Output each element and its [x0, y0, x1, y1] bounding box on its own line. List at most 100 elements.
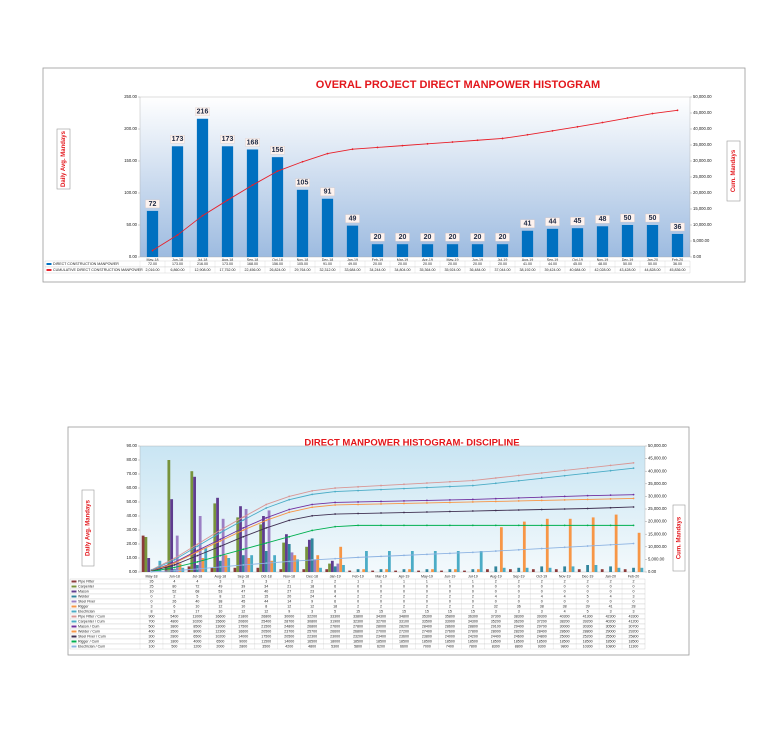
table-cell: 4200 — [285, 644, 293, 648]
table-cell: 72.00 — [148, 262, 157, 266]
bar — [600, 569, 604, 572]
line — [152, 109, 678, 251]
x-tick-label: Oct-19 — [572, 258, 583, 262]
table-cell: 32700 — [376, 619, 386, 623]
table-cell: 44.00 — [548, 262, 557, 266]
table-cell: 0 — [564, 599, 566, 603]
bar — [640, 567, 644, 572]
line-point — [540, 524, 543, 527]
x-tick-label: Nov-18 — [297, 258, 309, 262]
line-point — [401, 144, 404, 147]
table-cell: 43,428.00 — [620, 268, 636, 272]
table-cell: 33900 — [445, 619, 455, 623]
table-cell: 24800 — [537, 634, 547, 638]
table-cell: 200 — [148, 639, 154, 643]
line-point — [173, 566, 176, 569]
table-cell: 0 — [449, 599, 451, 603]
bar-label-bg — [370, 233, 385, 242]
table-cell: 27200 — [399, 629, 409, 633]
bar — [264, 551, 268, 572]
table-cell: 8 — [334, 589, 336, 593]
table-cell: 41300 — [583, 614, 593, 618]
legend-swatch — [71, 625, 77, 628]
table-cell: 18500 — [399, 639, 409, 643]
table-cell: 38200 — [560, 619, 570, 623]
bar-label: 45 — [574, 218, 582, 225]
table-cell: 12 — [218, 604, 222, 608]
line-point — [376, 146, 379, 149]
table-cell: 27 — [287, 589, 291, 593]
table-cell: 6,860.00 — [171, 268, 185, 272]
bar — [502, 567, 506, 572]
line-point — [632, 542, 635, 545]
table-cell: 29100 — [491, 624, 501, 628]
table-cell: 36,484.00 — [470, 268, 486, 272]
y2-tick-label: 10,000.00 — [648, 544, 667, 549]
line-point — [334, 487, 337, 489]
line-point — [632, 493, 635, 496]
bar-label-bg — [395, 233, 410, 242]
table-cell: 28200 — [514, 629, 524, 633]
line-point — [403, 483, 405, 486]
table-cell: 2 — [173, 594, 175, 598]
table-cell: 44 — [264, 599, 268, 603]
line-point — [403, 524, 405, 527]
table-cell: 18500 — [537, 639, 547, 643]
table-cell: 25500 — [606, 634, 616, 638]
table-cell: 49.00 — [348, 262, 357, 266]
table-cell: 13000 — [215, 624, 225, 628]
bar — [170, 499, 174, 572]
line-point — [586, 472, 589, 475]
line-point — [380, 524, 382, 527]
table-cell: 20600 — [238, 619, 248, 623]
legend-label: Mason — [78, 589, 89, 593]
y2-tick-label: 40,000.00 — [648, 468, 667, 473]
bar — [198, 516, 202, 572]
x-tick-label: Mar-19 — [375, 574, 386, 578]
line-point — [219, 566, 222, 568]
bar-label: 41 — [524, 221, 532, 228]
y-tick-label: 150.00 — [124, 158, 137, 163]
y2-tick-label: 25,000.00 — [648, 506, 667, 511]
line-point — [632, 497, 635, 500]
table-cell: 3 — [633, 594, 635, 598]
x-tick-label: Feb-19 — [352, 574, 363, 578]
y-axis-label: Daily Avg. Mandays — [86, 499, 92, 556]
table-cell: 18 — [333, 604, 337, 608]
bar-label-bg — [595, 215, 610, 224]
y-tick-label: 50.00 — [127, 499, 138, 504]
line-point — [651, 112, 654, 115]
table-cell: 20 — [287, 594, 291, 598]
bar — [285, 534, 288, 572]
line-point — [311, 529, 314, 532]
legend-label: DIRECT CONSTRUCTION MANPOWER — [53, 262, 119, 266]
x-tick-label: Oct-18 — [272, 258, 283, 262]
bar — [190, 471, 194, 572]
table-cell: 1 — [472, 579, 474, 583]
bar — [273, 555, 277, 572]
table-cell: 24200 — [468, 634, 478, 638]
legend-label: Electrician / Cum — [78, 644, 105, 648]
line-point — [563, 524, 566, 527]
table-cell: 30500 — [606, 624, 616, 628]
bar-label: 44 — [549, 219, 557, 226]
line-point — [242, 529, 245, 532]
legend-swatch — [71, 600, 77, 603]
table-cell: 2 — [587, 579, 589, 583]
line-point — [563, 469, 566, 472]
x-tick-label: Jan-20 — [647, 258, 658, 262]
line-point — [265, 527, 268, 529]
bar-label-bg — [245, 138, 260, 147]
bar — [586, 565, 590, 572]
line-point — [265, 562, 268, 565]
table-cell: 3500 — [262, 644, 270, 648]
line-point — [448, 480, 451, 483]
table-cell: 37,044.00 — [495, 268, 511, 272]
table-cell: 8 — [265, 604, 267, 608]
x-tick-label: Dec-18 — [322, 258, 334, 262]
table-cell: 0 — [403, 599, 405, 603]
bar — [614, 514, 618, 572]
table-cell: 0 — [495, 589, 497, 593]
line-point — [334, 513, 337, 515]
table-cell: 25700 — [307, 629, 317, 633]
